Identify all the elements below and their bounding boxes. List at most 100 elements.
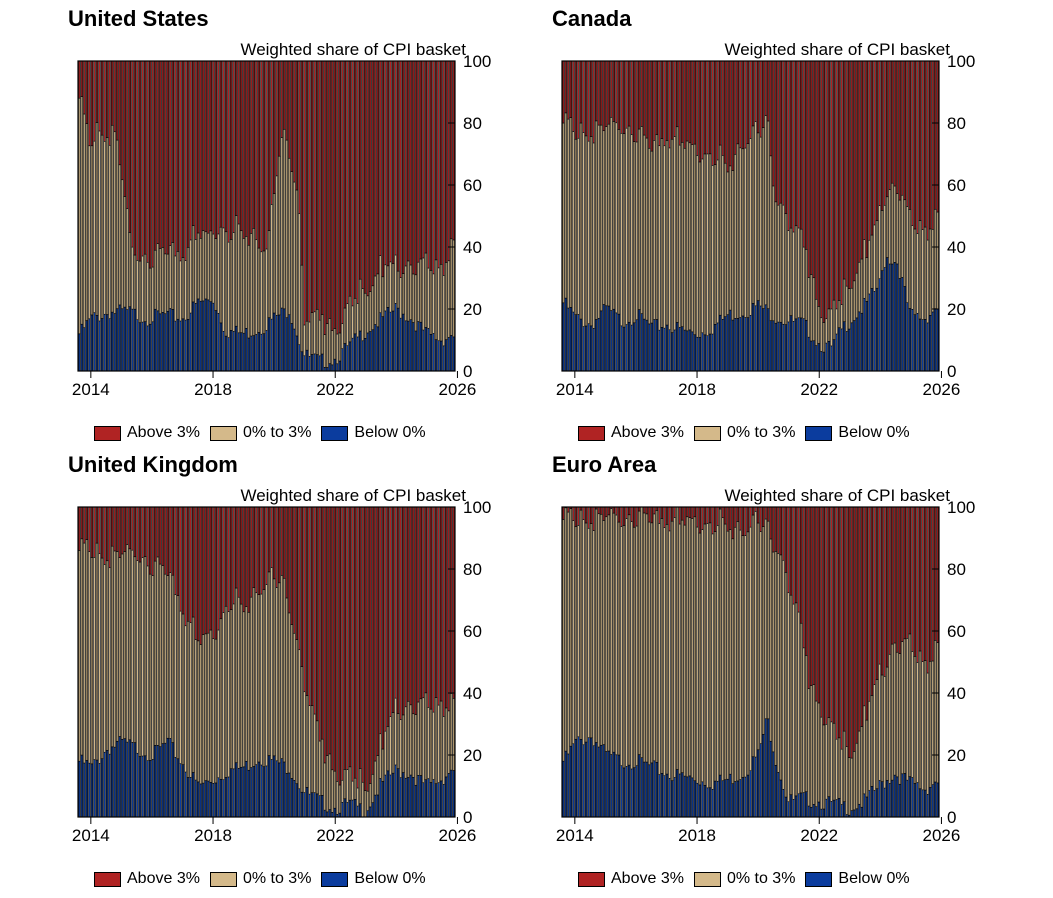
bar-below-0 <box>875 788 879 818</box>
bar-below-0 <box>235 325 238 372</box>
bar-0-to-3 <box>756 522 760 751</box>
bar-below-0 <box>711 788 714 818</box>
bar-0-to-3 <box>567 511 570 755</box>
bar-above-3 <box>827 60 831 310</box>
bar-below-0 <box>564 750 567 818</box>
legend-item-above: Above 3% <box>94 424 200 442</box>
bar-above-3 <box>219 506 223 620</box>
bar-below-0 <box>751 756 755 818</box>
bar-below-0 <box>318 355 321 372</box>
bar-below-0 <box>926 794 929 818</box>
bar-below-0 <box>100 318 104 372</box>
bar-above-3 <box>240 506 243 605</box>
bar-0-to-3 <box>78 97 81 335</box>
bar-above-3 <box>605 506 608 518</box>
bar-below-0 <box>396 768 400 818</box>
bar-below-0 <box>447 773 450 818</box>
bar-below-0 <box>338 360 342 372</box>
bar-below-0 <box>878 780 881 818</box>
bar-below-0 <box>103 751 106 818</box>
bar-above-3 <box>429 506 433 710</box>
bar-below-0 <box>412 777 415 818</box>
bar-below-0 <box>417 321 420 372</box>
bar-below-0 <box>901 277 904 372</box>
bar-0-to-3 <box>353 777 357 800</box>
bar-below-0 <box>414 784 417 818</box>
bar-above-3 <box>116 506 119 552</box>
bar-above-3 <box>858 60 861 263</box>
bar-below-0 <box>888 263 891 372</box>
bar-0-to-3 <box>396 270 400 309</box>
bar-above-3 <box>797 60 800 229</box>
bar-above-3 <box>116 60 119 141</box>
bar-below-0 <box>703 785 707 818</box>
bar-above-3 <box>764 506 767 520</box>
legend-item-below: Below 0% <box>321 424 426 442</box>
bar-0-to-3 <box>376 273 379 328</box>
bar-below-0 <box>298 344 301 372</box>
bar-above-3 <box>734 506 737 528</box>
bar-0-to-3 <box>369 783 372 808</box>
bar-0-to-3 <box>303 691 306 793</box>
bar-above-3 <box>432 60 435 275</box>
bar-0-to-3 <box>726 530 729 780</box>
legend-label-above: Above 3% <box>611 424 684 441</box>
bar-0-to-3 <box>762 127 765 309</box>
bar-above-3 <box>85 60 88 124</box>
bar-below-0 <box>356 805 359 818</box>
bar-0-to-3 <box>625 127 628 325</box>
bar-below-0 <box>209 782 212 818</box>
legend-swatch-above <box>94 871 121 887</box>
bar-0-to-3 <box>837 737 841 799</box>
y-tick-label: 60 <box>947 176 966 195</box>
y-axis-title: Weighted share of CPI basket <box>240 486 466 505</box>
bar-above-3 <box>341 60 344 324</box>
bar-below-0 <box>592 328 595 372</box>
bar-below-0 <box>630 768 633 818</box>
bar-0-to-3 <box>189 239 192 314</box>
bar-above-3 <box>247 506 250 613</box>
bar-above-3 <box>719 60 722 146</box>
bar-above-3 <box>767 506 770 522</box>
bar-0-to-3 <box>361 288 364 342</box>
bar-below-0 <box>782 323 785 372</box>
bar-below-0 <box>404 777 407 818</box>
bar-below-0 <box>929 315 932 372</box>
bar-below-0 <box>310 792 314 818</box>
bar-above-3 <box>693 60 696 145</box>
bar-below-0 <box>835 333 838 372</box>
bar-0-to-3 <box>260 593 263 766</box>
bar-above-3 <box>817 60 820 307</box>
bar-above-3 <box>759 506 762 532</box>
bar-above-3 <box>217 60 220 235</box>
bars <box>78 506 455 818</box>
bar-0-to-3 <box>224 605 228 778</box>
bar-below-0 <box>171 742 175 818</box>
bar-0-to-3 <box>285 597 288 774</box>
bar-above-3 <box>240 60 243 232</box>
bar-0-to-3 <box>219 226 223 324</box>
bar-above-3 <box>108 60 111 146</box>
bar-above-3 <box>143 60 147 255</box>
bar-above-3 <box>128 60 131 233</box>
bar-below-0 <box>782 789 785 818</box>
bar-0-to-3 <box>90 145 94 316</box>
y-axis-title: Weighted share of CPI basket <box>724 40 950 59</box>
bar-above-3 <box>407 506 410 702</box>
bar-above-3 <box>830 60 833 310</box>
bar-0-to-3 <box>923 660 927 791</box>
bar-above-3 <box>721 506 724 518</box>
bar-0-to-3 <box>716 525 719 782</box>
bar-above-3 <box>893 60 896 187</box>
bar-above-3 <box>706 506 709 524</box>
bar-above-3 <box>721 60 724 156</box>
bar-0-to-3 <box>136 260 139 320</box>
bar-0-to-3 <box>762 526 765 735</box>
bar-below-0 <box>450 769 453 818</box>
bar-0-to-3 <box>805 655 808 792</box>
bar-below-0 <box>911 777 914 818</box>
bar-above-3 <box>607 506 610 516</box>
bar-below-0 <box>850 322 853 372</box>
bar-below-0 <box>673 329 676 372</box>
bar-above-3 <box>729 506 732 530</box>
